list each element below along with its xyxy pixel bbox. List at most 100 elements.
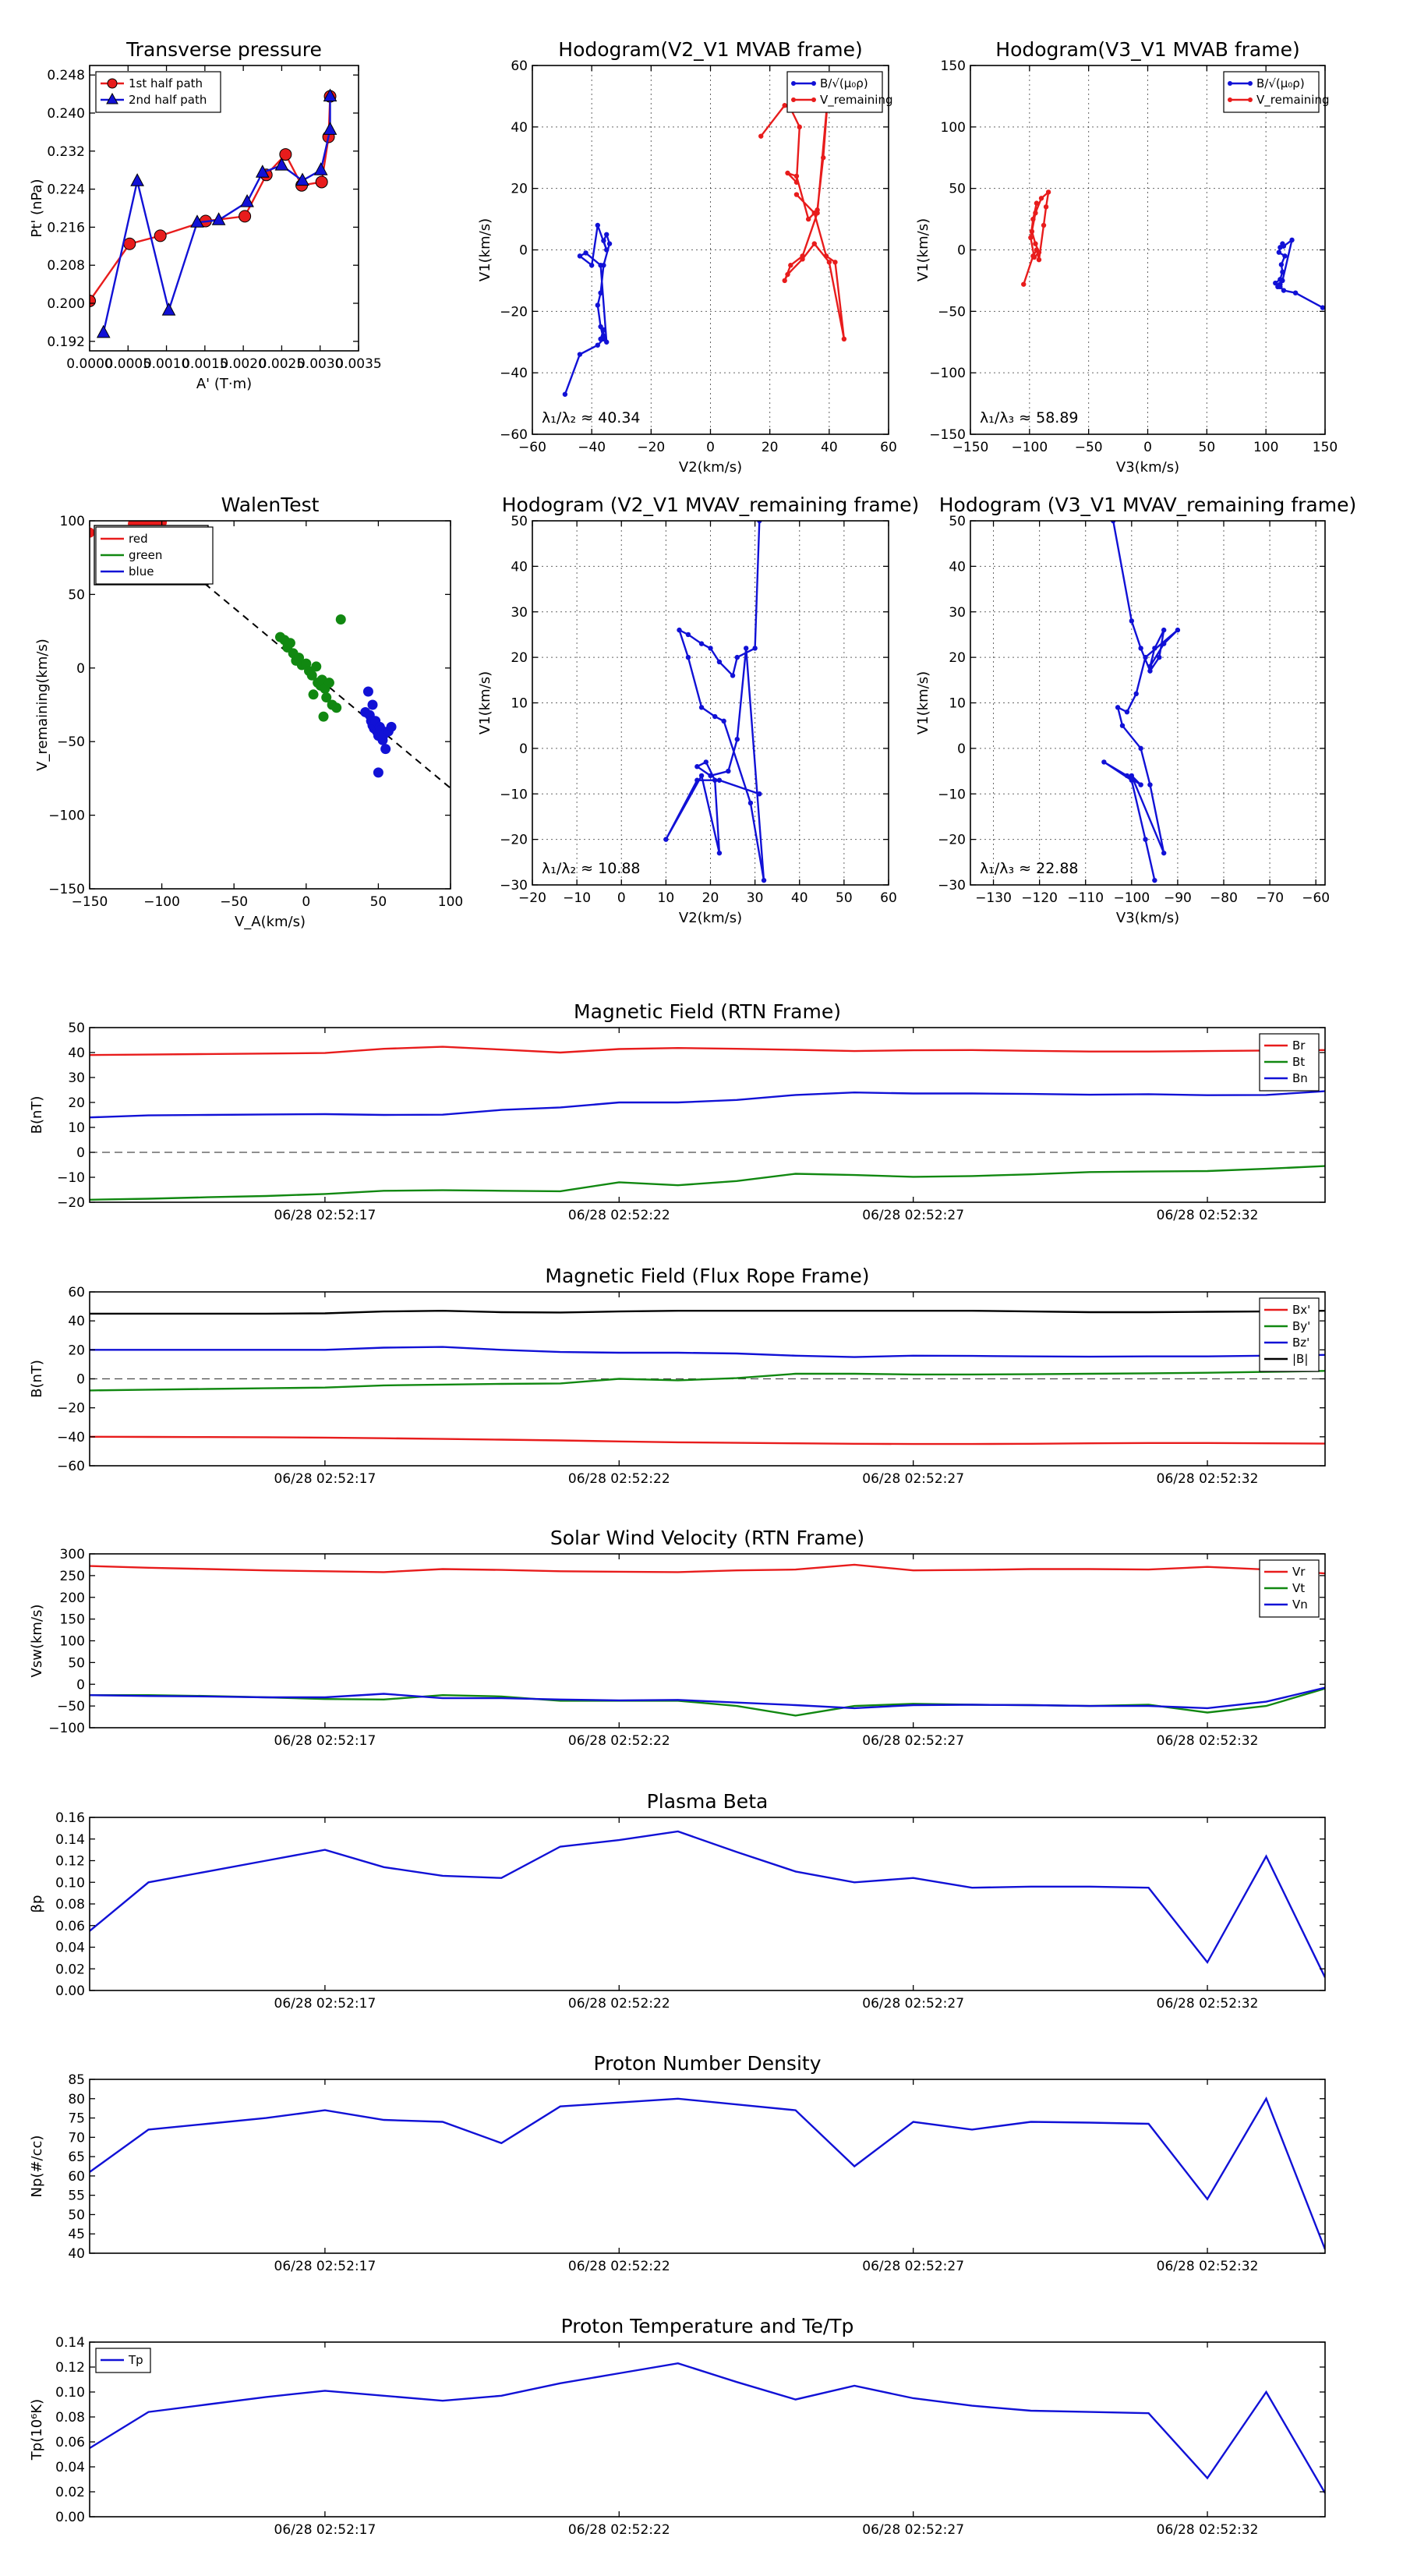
legend-label: V_remaining (820, 93, 893, 108)
data-point (96, 324, 111, 338)
chart-magnetic-field-rtn: Magnetic Field (RTN Frame) 06/28 02:52:17… (29, 1000, 1326, 1223)
chart-title: Hodogram (V2_V1 MVAV_remaining frame) (502, 494, 920, 516)
data-point (663, 837, 669, 842)
data-point (826, 260, 832, 265)
x-tick-label: 40 (821, 440, 838, 455)
x-tick-label: −20 (637, 440, 665, 455)
data-point (752, 646, 758, 651)
y-tick-label: 40 (68, 1046, 85, 1061)
chart-title: Solar Wind Velocity (RTN Frame) (550, 1527, 864, 1549)
x-axis-label: V3(km/s) (1116, 910, 1179, 926)
y-tick-label: 85 (68, 2072, 85, 2088)
data-point (323, 88, 337, 102)
y-tick-label: 0.08 (55, 1897, 85, 1913)
x-tick-label: −60 (1302, 890, 1330, 906)
series-2nd-half-path (96, 88, 337, 338)
data-point (598, 290, 603, 295)
data-point (1041, 222, 1047, 228)
series-hodogram (1101, 521, 1181, 883)
x-axis-label: V3(km/s) (1116, 459, 1179, 476)
series-b- (1273, 237, 1325, 310)
y-tick-label: 300 (60, 1547, 85, 1562)
data-point (239, 210, 252, 223)
plot-area (90, 521, 451, 789)
data-point (606, 241, 613, 246)
data-point (1292, 290, 1299, 295)
y-tick-label: 0.224 (47, 182, 85, 198)
data-point (716, 777, 723, 783)
legend: B/√(μ₀ρ) V_remaining (786, 71, 893, 113)
plot-area (663, 521, 767, 883)
data-point (1029, 228, 1035, 235)
y-tick-label: 80 (68, 2092, 85, 2107)
legend: Vr Vt Vn (1259, 1559, 1320, 1618)
legend: 1st half path 2nd half path (95, 71, 221, 113)
data-point (598, 263, 603, 268)
data-point (1133, 691, 1139, 697)
data-point (161, 303, 176, 316)
data-point (601, 327, 606, 333)
legend-marker (811, 97, 816, 102)
chart-title: Plasma Beta (647, 1790, 769, 1813)
data-point (90, 294, 96, 307)
chart-hodogram-v3v1-mvab: Hodogram(V3_V1 MVAB frame) −150 −100 −50 0 50… (915, 38, 1338, 476)
y-tick-label: 0.232 (47, 144, 85, 160)
plot-frame (970, 520, 1326, 886)
x-tick-label: −70 (1256, 890, 1284, 906)
data-point (1161, 641, 1167, 646)
y-tick-label: 40 (511, 559, 528, 575)
data-point (1276, 249, 1282, 255)
x-tick-label: −40 (578, 440, 606, 455)
data-point (1129, 773, 1135, 779)
x-tick-label: 06/28 02:52:27 (862, 1996, 964, 2012)
x-tick-label: −100 (143, 894, 180, 910)
data-point (685, 632, 691, 638)
data-point (726, 768, 731, 774)
series-1st-half-path (90, 90, 337, 307)
data-point (367, 699, 378, 710)
y-axis-label: βp (29, 1895, 45, 1913)
data-point (386, 721, 397, 732)
legend-label: blue (129, 564, 154, 579)
y-tick-label: 0.06 (55, 1919, 85, 1934)
y-tick-label: −50 (57, 1699, 85, 1714)
data-point (1129, 777, 1135, 783)
data-point (793, 179, 800, 185)
series-green (274, 614, 346, 722)
data-point (211, 212, 226, 225)
data-point (730, 673, 736, 678)
data-point (698, 773, 705, 779)
legend-label: Bx' (1292, 1303, 1310, 1317)
series--b- (90, 1309, 1325, 1315)
data-point (685, 654, 691, 660)
legend-marker (107, 78, 118, 89)
series-line (90, 1370, 1325, 1392)
data-point (712, 713, 718, 720)
series-line (90, 1830, 1325, 1978)
legend-label: Bn (1292, 1071, 1308, 1085)
y-tick-label: 0 (519, 243, 528, 259)
data-point (1043, 204, 1049, 210)
legend-marker (1248, 97, 1253, 102)
y-tick-label: 0.192 (47, 334, 85, 350)
legend-label: B/√(μ₀ρ) (1256, 76, 1305, 90)
data-point (123, 237, 136, 250)
series-vr (90, 1563, 1325, 1575)
data-point (274, 157, 289, 171)
y-tick-label: 60 (68, 2169, 85, 2185)
y-tick-label: −10 (57, 1170, 85, 1186)
x-tick-label: 0.0010 (143, 356, 189, 372)
data-point (601, 333, 606, 339)
x-tick-label: 06/28 02:52:22 (568, 1996, 670, 2012)
x-tick-label: 06/28 02:52:32 (1157, 1471, 1259, 1487)
legend-label: 2nd half path (129, 93, 207, 107)
y-tick-label: 250 (60, 1569, 85, 1584)
data-point (708, 773, 713, 779)
y-tick-label: 50 (949, 182, 966, 197)
series-b- (562, 222, 613, 397)
data-point (331, 702, 342, 713)
x-tick-label: 06/28 02:52:22 (568, 1471, 670, 1487)
x-tick-label: 20 (762, 440, 779, 455)
y-tick-label: −50 (938, 304, 966, 320)
y-tick-label: 10 (511, 696, 528, 712)
